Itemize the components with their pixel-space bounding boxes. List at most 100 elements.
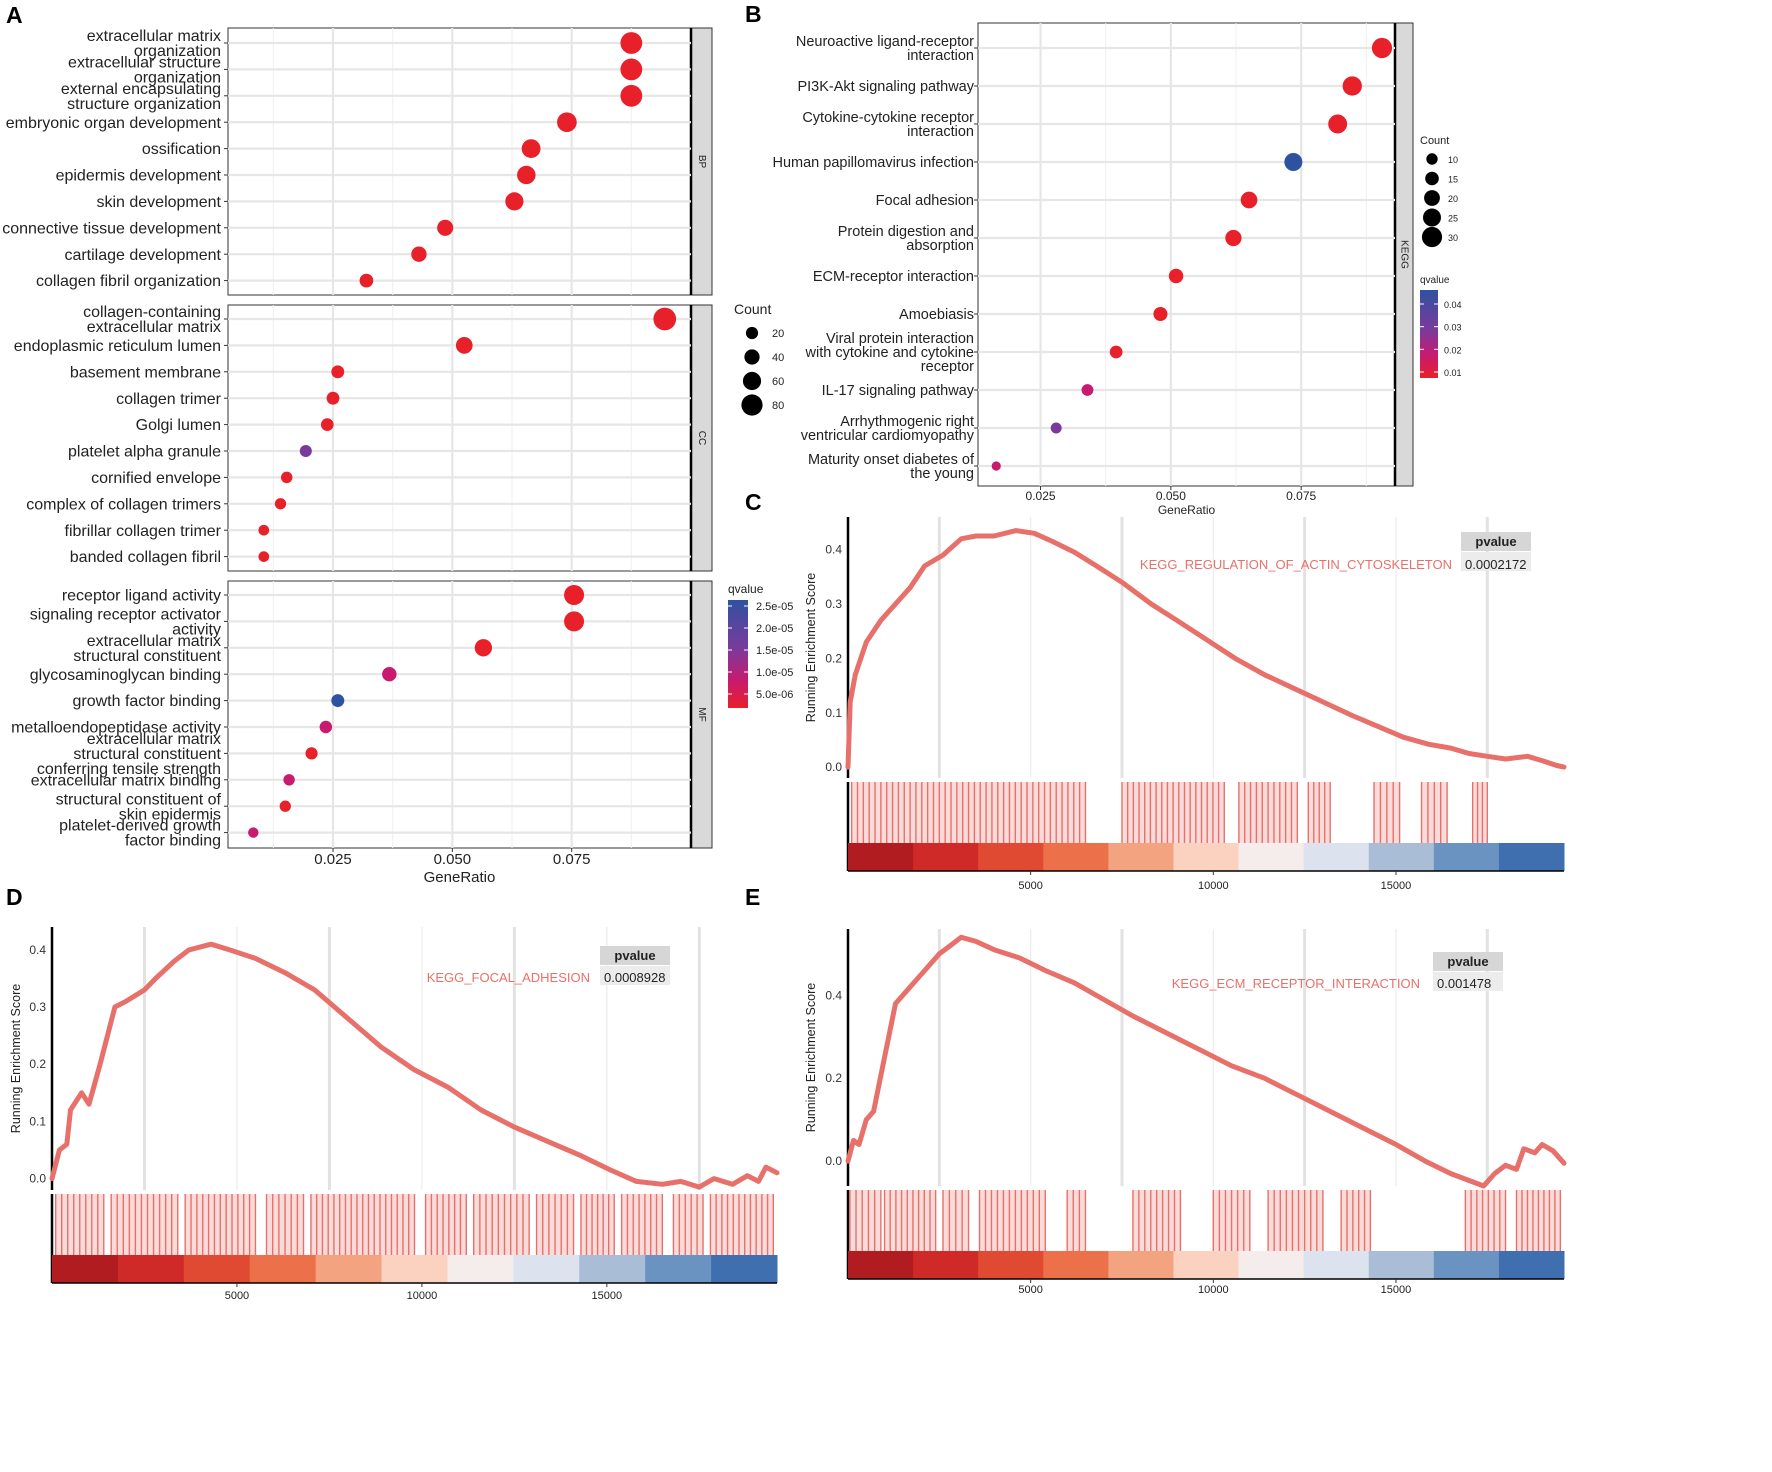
hit-block xyxy=(620,1194,664,1255)
pvalue-cell xyxy=(600,966,670,985)
term-label: the young xyxy=(910,466,974,482)
heatmap-segment xyxy=(1368,1251,1435,1279)
dot-point xyxy=(1240,191,1258,209)
term-label: Neuroactive ligand-receptor xyxy=(796,34,974,50)
y-tick-label: 0.3 xyxy=(29,1000,46,1014)
hit-block xyxy=(1340,1190,1372,1251)
legend-count-dot xyxy=(745,326,759,340)
heatmap-segment xyxy=(1303,843,1370,871)
legend-count-label: 30 xyxy=(1448,233,1458,243)
legend-count-label: 60 xyxy=(772,376,784,388)
heatmap-segment xyxy=(1238,843,1305,871)
dot-point xyxy=(1342,76,1362,96)
dot-point xyxy=(331,694,345,708)
term-label: IL-17 signaling pathway xyxy=(822,383,975,399)
term-label: conferring tensile strength xyxy=(37,761,221,778)
legend-count-dot xyxy=(1424,190,1440,206)
legend-qvalue-bar xyxy=(1420,290,1438,378)
heatmap-segment xyxy=(711,1255,778,1283)
hit-block xyxy=(535,1194,575,1255)
facet-panel xyxy=(227,580,692,849)
x-tick-label: 0.025 xyxy=(314,851,352,868)
facet-mf: MF receptor ligand activity signaling rece… xyxy=(11,580,713,850)
term-label: receptor ligand activity xyxy=(62,588,221,605)
hit-block-bg xyxy=(111,1194,178,1255)
y-tick-label: 0.2 xyxy=(825,651,842,665)
term-label: Cytokine-cytokine receptor xyxy=(802,110,974,126)
pvalue-value: 0.0002172 xyxy=(1465,557,1526,572)
heatmap-segment xyxy=(1433,1251,1500,1279)
hit-block xyxy=(883,1190,937,1251)
legend-count-label: 20 xyxy=(1448,194,1458,204)
heatmap-segment xyxy=(52,1255,119,1283)
legend-count-label: 20 xyxy=(772,328,784,340)
legend-qvalue-title: qvalue xyxy=(728,582,764,596)
term-label: Viral protein interaction xyxy=(826,331,974,347)
heatmap-segment xyxy=(848,1251,914,1279)
panel-e: E 0.0 0.2 0.4 Running Enrichment Score pvalue… xyxy=(745,884,1567,1296)
hit-block xyxy=(54,1194,105,1255)
hit-block-bg xyxy=(1472,782,1488,843)
term-label: extracellular matrix xyxy=(87,633,221,650)
hit-block xyxy=(849,1190,882,1251)
term-label: with cytokine and cytokine xyxy=(805,345,974,361)
es-curve xyxy=(49,941,780,1190)
heatmap-segment xyxy=(1303,1251,1370,1279)
hit-block xyxy=(580,1194,615,1255)
x-tick-label: 5000 xyxy=(1018,1284,1042,1296)
term-label: complex of collagen trimers xyxy=(26,496,221,513)
term-label: cornified envelope xyxy=(91,470,221,487)
dot-point xyxy=(411,246,427,262)
term-label: basement membrane xyxy=(70,364,221,381)
heatmap-segment xyxy=(848,843,914,871)
term-label: extracellular matrix binding xyxy=(31,772,221,789)
term-label: connective tissue development xyxy=(2,220,221,237)
term-label: growth factor binding xyxy=(72,693,221,710)
hit-block xyxy=(709,1194,775,1255)
legend-qvalue-label: 1.0e-05 xyxy=(756,667,793,679)
legend-count-label: 80 xyxy=(772,400,784,412)
legend-count-dot xyxy=(1425,171,1439,186)
term-label: activity xyxy=(172,622,221,639)
dot-point xyxy=(557,112,577,133)
term-label: cartilage development xyxy=(64,247,221,264)
hit-block xyxy=(265,1194,305,1255)
y-tick-label: 0.2 xyxy=(29,1057,46,1071)
dot-point xyxy=(1109,345,1123,359)
term-label: collagen trimer xyxy=(116,391,222,408)
x-tick-label: 15000 xyxy=(1381,880,1412,892)
y-tick-label: 0.4 xyxy=(825,543,842,557)
heatmap-segment xyxy=(1498,1251,1565,1279)
term-label: Human papillomavirus infection xyxy=(773,155,975,171)
hit-block xyxy=(1307,782,1331,843)
heatmap-segment xyxy=(1173,1251,1240,1279)
x-axis-label: GeneRatio xyxy=(1158,503,1216,517)
heatmap-segment xyxy=(913,1251,979,1279)
dot-point xyxy=(505,192,524,211)
y-axis-label: Running Enrichment Score xyxy=(9,984,23,1133)
legend-qvalue-title: qvalue xyxy=(1420,275,1450,286)
hit-block xyxy=(472,1194,530,1255)
dot-point xyxy=(305,747,318,760)
legend-qvalue-label: 2.0e-05 xyxy=(756,623,793,635)
pvalue-header: pvalue xyxy=(614,948,655,963)
hit-block-bg xyxy=(473,1194,530,1255)
x-tick-label: 15000 xyxy=(592,1290,623,1302)
pvalue-header: pvalue xyxy=(1447,954,1488,969)
dot-point xyxy=(326,391,340,405)
panel-c: C 0.0 0.1 0.2 0.3 0.4 Running Enrichment Score… xyxy=(745,489,1567,892)
term-label: skin epidermis xyxy=(119,806,221,823)
dot-point xyxy=(283,774,295,786)
panel-label: B xyxy=(745,1,762,27)
legend-qvalue-label: 0.04 xyxy=(1444,300,1462,310)
term-label: structural constituent xyxy=(73,648,221,665)
term-label: ossification xyxy=(142,141,221,158)
legend-count-dot xyxy=(1426,153,1438,165)
dot-point xyxy=(248,827,259,838)
term-label: interaction xyxy=(907,48,974,64)
pvalue-cell xyxy=(1433,972,1503,991)
x-tick-label: 0.050 xyxy=(1156,489,1186,503)
